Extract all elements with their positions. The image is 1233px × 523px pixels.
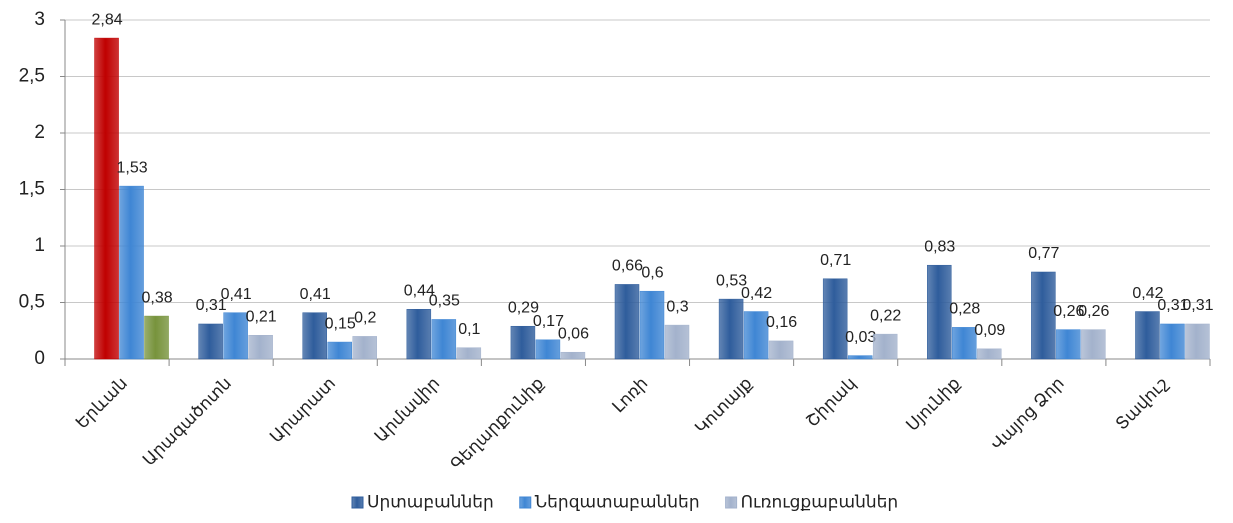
bar xyxy=(1160,323,1185,360)
value-label: 0,26 xyxy=(1078,303,1109,320)
bar xyxy=(456,347,482,360)
x-tick-label: Կոտայք xyxy=(691,374,755,438)
y-tick-label: 2,5 xyxy=(19,66,45,87)
bar xyxy=(406,309,432,360)
value-label: 0,6 xyxy=(641,264,663,281)
bar xyxy=(614,284,640,360)
bar xyxy=(144,315,169,360)
x-tick-label: Գեղարքունիք xyxy=(447,374,547,474)
value-label: 0,28 xyxy=(949,301,980,318)
legend-swatch xyxy=(725,496,738,509)
value-label: 0,26 xyxy=(1053,303,1084,320)
value-label: 0,31 xyxy=(1182,297,1213,314)
value-label: 0,44 xyxy=(404,282,435,299)
y-tick-label: 2 xyxy=(34,122,45,143)
value-label: 0,29 xyxy=(508,299,539,316)
bar xyxy=(535,339,561,360)
bar xyxy=(718,298,744,360)
value-label: 0,35 xyxy=(429,293,460,310)
bar xyxy=(768,340,794,360)
value-label: 0,31 xyxy=(196,297,227,314)
bar xyxy=(872,333,898,360)
x-tick-label: Տավուշ xyxy=(1112,374,1172,434)
value-label: 0,1 xyxy=(458,321,480,338)
legend-swatch xyxy=(351,496,364,509)
x-tick-label: Սյունիք xyxy=(903,374,964,435)
value-label: 0,31 xyxy=(1157,297,1188,314)
y-tick-label: 0,5 xyxy=(19,292,45,313)
bar xyxy=(560,351,586,360)
bar xyxy=(248,335,273,360)
legend: Սրտաբաններ Ներզատաբաններ Ուռուցքաբաններ xyxy=(351,492,899,511)
value-label: 0,09 xyxy=(974,322,1005,339)
value-label: 2,84 xyxy=(91,11,122,28)
bar xyxy=(743,311,769,360)
bar xyxy=(352,336,377,360)
bar xyxy=(327,341,352,360)
x-tick-label: Լոռի xyxy=(609,374,652,417)
legend-label: Սրտաբաններ xyxy=(367,492,494,511)
bar xyxy=(1185,323,1210,360)
x-tick-label: Արագածոտն xyxy=(139,374,235,470)
value-label: 0,3 xyxy=(666,298,688,315)
bar xyxy=(664,324,690,360)
legend-swatch xyxy=(519,496,532,509)
y-tick-label: 1,5 xyxy=(19,179,45,200)
x-tick-label: Արմավիր xyxy=(371,374,443,446)
value-label: 0,41 xyxy=(300,286,331,303)
y-tick-label: 3 xyxy=(34,9,45,30)
value-label: 0,17 xyxy=(533,313,564,330)
value-label: 0,38 xyxy=(141,289,172,306)
legend-label: Ներզատաբաններ xyxy=(535,492,700,511)
bar xyxy=(977,348,1002,360)
x-tick-label: Արարատ xyxy=(266,374,339,447)
y-tick-label: 1 xyxy=(34,235,45,256)
value-label: 0,42 xyxy=(741,285,772,302)
bar xyxy=(198,323,223,360)
value-label: 0,06 xyxy=(558,325,589,342)
x-tick-label: Վայոց Ձոր xyxy=(987,374,1067,454)
value-label: 0,83 xyxy=(924,238,955,255)
value-label: 0,21 xyxy=(246,308,277,325)
bar xyxy=(847,355,873,360)
bar xyxy=(927,264,952,360)
value-label: 0,22 xyxy=(870,307,901,324)
value-label: 0,2 xyxy=(354,310,376,327)
value-label: 0,16 xyxy=(766,314,797,331)
y-tick-label: 0 xyxy=(34,348,45,369)
bar xyxy=(223,312,248,360)
value-label: 0,77 xyxy=(1028,245,1059,262)
x-tick-label: Երևան xyxy=(72,374,131,433)
value-label: 0,66 xyxy=(612,258,643,275)
bar xyxy=(510,325,536,360)
bar xyxy=(822,278,848,360)
x-tick-label: Շիրակ xyxy=(803,374,860,431)
value-label: 0,03 xyxy=(845,329,876,346)
value-label: 0,71 xyxy=(820,252,851,269)
bar xyxy=(1031,271,1056,360)
value-label: 0,41 xyxy=(221,286,252,303)
bar xyxy=(1056,329,1081,360)
value-label: 0,42 xyxy=(1132,285,1163,302)
bar xyxy=(639,290,665,360)
legend-label: Ուռուցքաբաններ xyxy=(741,492,899,511)
value-label: 1,53 xyxy=(116,159,147,176)
bar xyxy=(1135,311,1160,360)
bar xyxy=(952,327,977,360)
bar xyxy=(1081,329,1106,360)
value-label: 0,53 xyxy=(716,272,747,289)
bar xyxy=(94,37,119,360)
bar xyxy=(431,319,457,360)
value-label: 0,15 xyxy=(325,315,356,332)
bar xyxy=(302,312,327,360)
bar xyxy=(119,185,144,360)
